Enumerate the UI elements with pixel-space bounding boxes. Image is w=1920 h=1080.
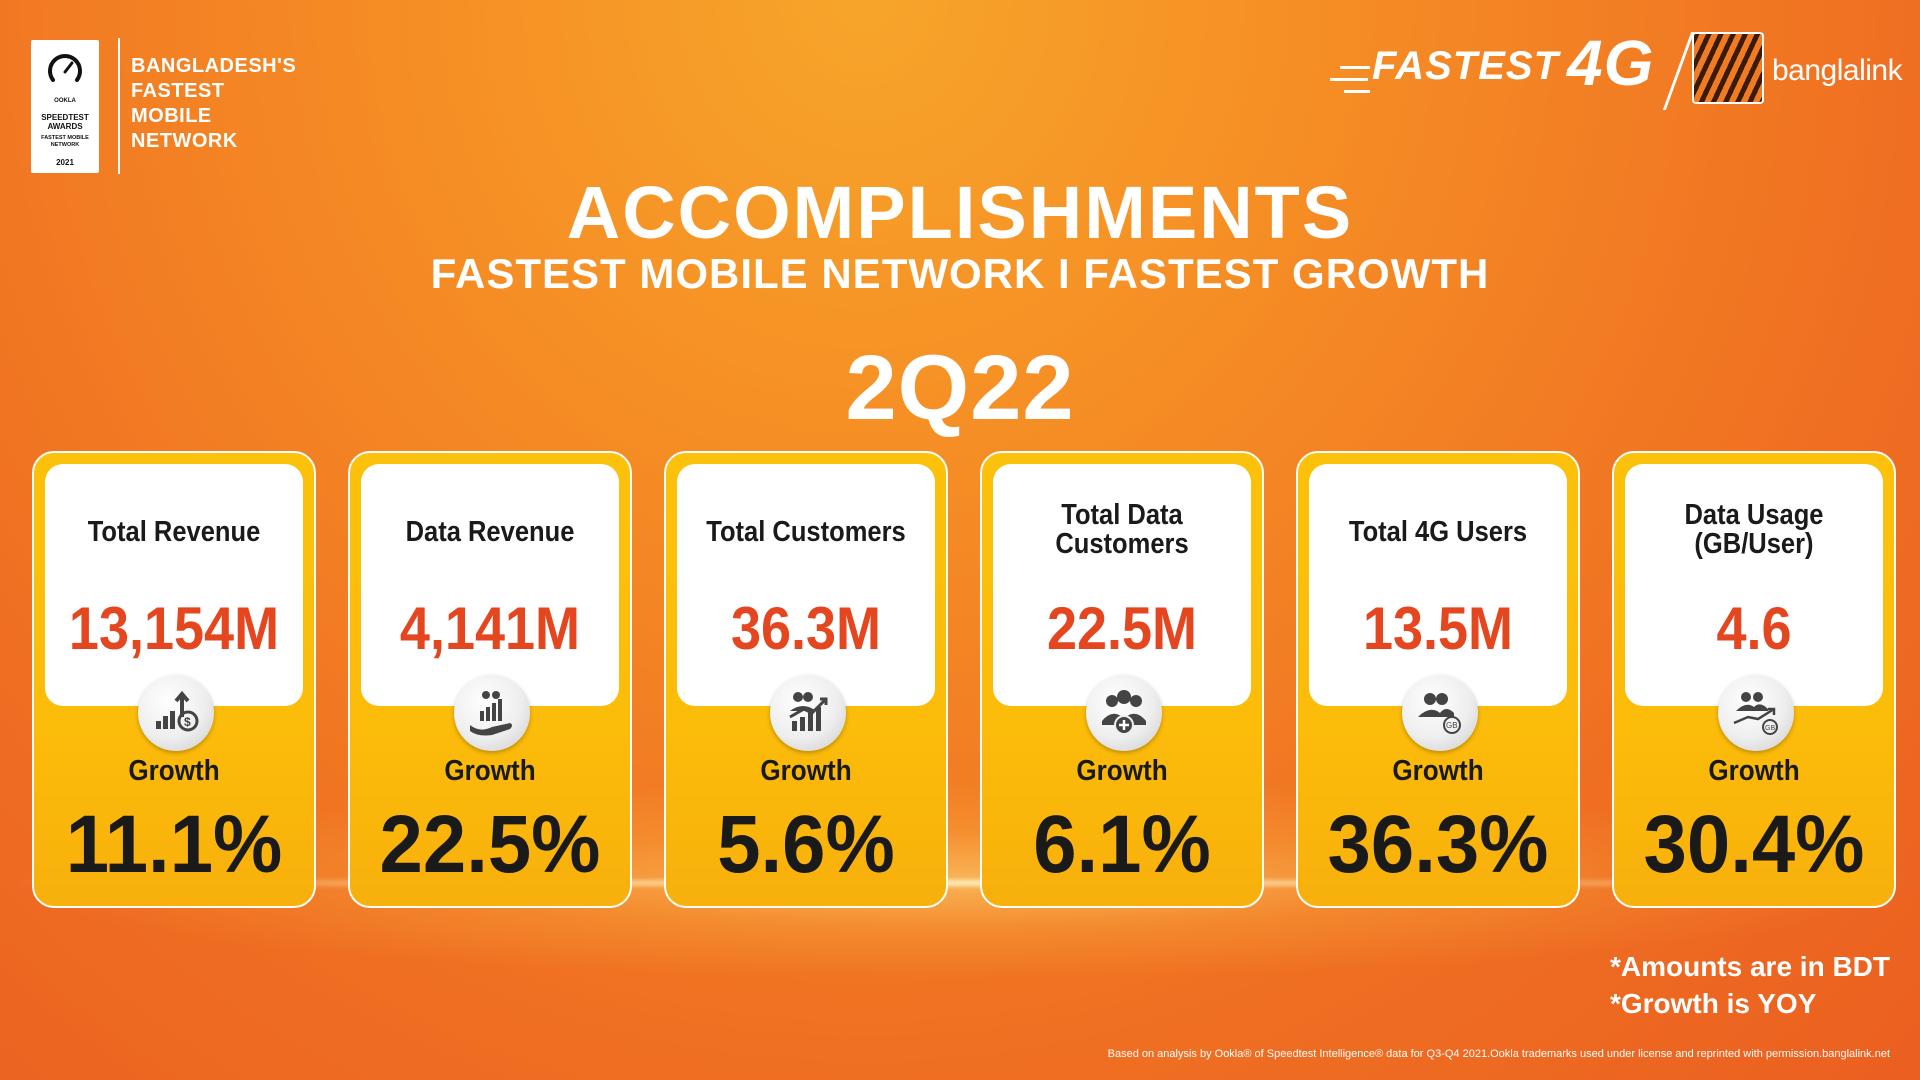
metric-label: Data Usage (GB/User): [1684, 499, 1824, 560]
growth-value: 30.4%: [1643, 799, 1865, 890]
metric-value: 22.5M: [1046, 595, 1198, 662]
customers-growth-icon: [770, 675, 846, 751]
metric-label: Total 4G Users: [1348, 516, 1528, 548]
svg-text:GB: GB: [1446, 721, 1458, 730]
metric-card-top: Total Data Customers 22.5M: [993, 464, 1251, 706]
footnotes: *Amounts are in BDT *Growth is YOY: [1610, 948, 1890, 1022]
note-growth: *Growth is YOY: [1609, 988, 1817, 1019]
svg-text:$: $: [184, 715, 191, 729]
metric-card-total-customers: Total Customers 36.3M Growth 5.6%: [664, 451, 948, 908]
brand-divider: [1662, 32, 1695, 110]
metric-card-total-data-customers: Total Data Customers 22.5M Growth 6.1%: [980, 451, 1264, 908]
hand-growth-chart-icon: [454, 675, 530, 751]
page-title: ACCOMPLISHMENTS: [566, 171, 1354, 254]
data-usage-trend-icon: GB: [1718, 675, 1794, 751]
badge-category: FASTEST MOBILE NETWORK: [41, 135, 89, 148]
brand-header: FASTEST 4G banglalink: [1330, 27, 1903, 110]
metric-value: 4.6: [1716, 595, 1792, 662]
revenue-chart-dollar-icon: $: [138, 675, 214, 751]
legal-disclaimer: Based on analysis by Ookla® of Speedtest…: [1107, 1048, 1890, 1060]
growth-value: 5.6%: [717, 799, 895, 890]
growth-label: Growth: [1392, 755, 1484, 787]
speed-line: [1330, 78, 1368, 81]
period-label: 2Q22: [845, 337, 1075, 439]
metric-card-total-4g-users: Total 4G Users 13.5M GB Growth 36.3%: [1296, 451, 1580, 908]
speed-line: [1340, 66, 1370, 69]
users-gb-icon: GB: [1402, 675, 1478, 751]
metric-card-top: Total Customers 36.3M: [677, 464, 935, 706]
metric-card-data-revenue: Data Revenue 4,141M Growth 22.5%: [348, 451, 632, 908]
svg-text:GB: GB: [1765, 725, 1775, 732]
metric-card-top: Data Revenue 4,141M: [361, 464, 619, 706]
fastest-4g-logo: FASTEST 4G: [1372, 27, 1655, 99]
metric-value: 36.3M: [730, 595, 882, 662]
metric-card-top: Data Usage (GB/User) 4.6: [1625, 464, 1883, 706]
ookla-award-badge: OOKLA SPEEDTEST AWARDS FASTEST MOBILE NE…: [31, 40, 99, 173]
growth-label: Growth: [128, 755, 220, 787]
growth-label: Growth: [444, 755, 536, 787]
metric-card-top: Total 4G Users 13.5M: [1309, 464, 1567, 706]
badge-brand: OOKLA: [54, 98, 76, 104]
metric-label: Total Revenue: [87, 516, 261, 548]
badge-award: SPEEDTEST AWARDS: [41, 113, 89, 131]
fastest-network-claim: BANGLADESH'S FASTEST MOBILE NETWORK: [131, 55, 297, 152]
metric-card-data-usage: Data Usage (GB/User) 4.6 GB Growth 30.4%: [1612, 451, 1896, 908]
growth-value: 6.1%: [1033, 799, 1211, 890]
speed-line: [1344, 90, 1370, 93]
growth-label: Growth: [1076, 755, 1168, 787]
people-add-icon: [1086, 675, 1162, 751]
background-light-streak: [0, 880, 1920, 886]
metric-value: 13,154M: [68, 595, 280, 662]
metric-card-total-revenue: Total Revenue 13,154M $ Growth 11.1%: [32, 451, 316, 908]
growth-label: Growth: [1708, 755, 1800, 787]
growth-label: Growth: [760, 755, 852, 787]
metric-value: 13.5M: [1362, 595, 1514, 662]
metric-value: 4,141M: [399, 595, 581, 662]
banglalink-wordmark: banglalink: [1772, 54, 1903, 87]
growth-value: 22.5%: [379, 799, 601, 890]
metric-label: Data Revenue: [405, 516, 575, 548]
growth-value: 36.3%: [1327, 799, 1549, 890]
growth-value: 11.1%: [65, 799, 283, 890]
page-subtitle: FASTEST MOBILE NETWORK I FASTEST GROWTH: [430, 250, 1490, 297]
metric-label: Total Customers: [706, 516, 906, 548]
metric-label: Total Data Customers: [1055, 499, 1189, 560]
speedometer-icon: [48, 54, 82, 82]
badge-divider: [118, 38, 120, 174]
metric-card-top: Total Revenue 13,154M: [45, 464, 303, 706]
tiger-stripes-logo-icon: [1692, 32, 1764, 104]
note-currency: *Amounts are in BDT: [1609, 951, 1890, 982]
badge-year: 2021: [56, 158, 74, 167]
